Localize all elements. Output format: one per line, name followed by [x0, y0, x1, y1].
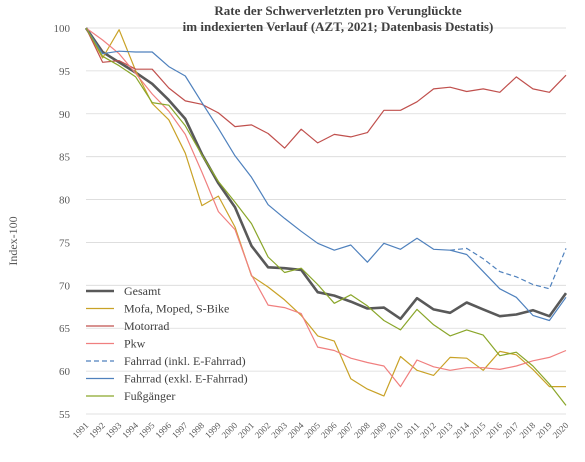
x-tick-label: 2001 — [236, 420, 256, 440]
x-tick-label: 2011 — [402, 420, 422, 440]
series-line — [85, 27, 567, 406]
x-tick-label: 2013 — [435, 420, 455, 440]
x-tick-label: 2017 — [501, 420, 521, 440]
y-tick-label: 90 — [59, 109, 71, 121]
x-tick-label: 2016 — [484, 420, 504, 440]
x-tick-label: 2003 — [269, 420, 289, 440]
x-tick-label: 2000 — [220, 420, 240, 440]
x-tick-label: 2019 — [534, 420, 554, 440]
y-tick-label: 65 — [59, 323, 71, 335]
y-axis-ticks: 55 60 65 70 75 80 85 90 95 100 — [54, 23, 71, 421]
legend-label: Fahrrad (inkl. E-Fahrrad) — [124, 354, 246, 368]
series-line — [85, 27, 567, 388]
x-tick-label: 1993 — [104, 420, 124, 440]
y-tick-label: 95 — [59, 66, 71, 78]
legend-label: Fußgänger — [124, 389, 175, 403]
x-tick-label: 2002 — [253, 420, 273, 440]
x-tick-label: 2012 — [418, 420, 438, 440]
legend-label: Gesamt — [124, 284, 161, 298]
x-tick-label: 2006 — [319, 420, 339, 440]
y-tick-label: 75 — [59, 237, 71, 249]
series-line — [450, 247, 567, 290]
chart-title-line1: Rate der Schwerverletzten pro Verunglück… — [214, 3, 461, 18]
x-tick-label: 2007 — [335, 420, 355, 440]
x-tick-label: 2005 — [302, 420, 322, 440]
x-tick-label: 2014 — [451, 420, 471, 440]
x-tick-label: 1995 — [137, 420, 157, 440]
x-axis-ticks: 1991199219931994199519961997199819992000… — [71, 420, 571, 440]
x-tick-label: 2015 — [468, 420, 488, 440]
y-tick-label: 55 — [59, 409, 71, 421]
x-tick-label: 2004 — [286, 420, 306, 440]
series-line — [85, 27, 566, 397]
y-tick-label: 60 — [59, 366, 71, 378]
series-line — [84, 27, 568, 321]
x-tick-label: 1996 — [153, 420, 173, 440]
x-tick-label: 1999 — [203, 420, 223, 440]
legend-label: Fahrrad (exkl. E-Fahrrad) — [124, 372, 248, 386]
y-tick-label: 80 — [59, 195, 71, 207]
x-tick-label: 1997 — [170, 420, 190, 440]
x-tick-label: 2010 — [385, 420, 405, 440]
gridlines — [86, 27, 566, 415]
x-tick-label: 2018 — [518, 420, 538, 440]
y-tick-label: 70 — [59, 280, 71, 292]
x-tick-label: 2009 — [369, 420, 389, 440]
chart-title-line2: im indexierten Verlauf (AZT, 2021; Daten… — [183, 19, 494, 34]
y-tick-label: 100 — [54, 23, 71, 35]
series-line — [85, 27, 567, 149]
series-lines — [84, 27, 568, 406]
x-tick-label: 2020 — [551, 420, 571, 440]
x-tick-label: 1992 — [87, 420, 107, 440]
series-line — [85, 27, 567, 322]
legend-label: Mofa, Moped, S-Bike — [124, 302, 229, 316]
y-tick-label: 85 — [59, 152, 71, 164]
x-tick-label: 2008 — [352, 420, 372, 440]
x-tick-label: 1998 — [186, 420, 206, 440]
x-tick-label: 1991 — [71, 420, 91, 440]
legend-label: Pkw — [124, 337, 146, 351]
legend: Gesamt Mofa, Moped, S-Bike Motorrad Pkw Fahr… — [86, 284, 248, 403]
y-axis-label: Index-100 — [6, 216, 20, 265]
legend-label: Motorrad — [124, 319, 169, 333]
x-tick-label: 1994 — [120, 420, 140, 440]
